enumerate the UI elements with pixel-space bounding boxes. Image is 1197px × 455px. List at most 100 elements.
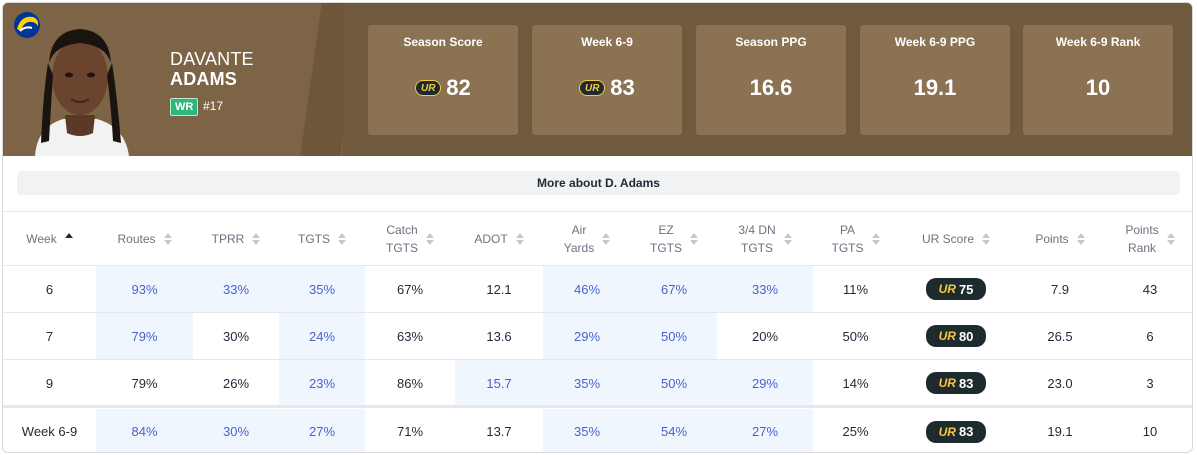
jersey-number: #17 (203, 99, 224, 113)
column-header-label: Points Rank (1125, 221, 1158, 257)
cell-tgts: 24% (279, 313, 365, 359)
cell-value: 7 (45, 328, 54, 344)
column-header-line: ADOT (474, 231, 508, 246)
column-header-air-yards[interactable]: Air Yards (543, 212, 631, 265)
cell-ur-score: UR 80 (898, 313, 1014, 359)
cell-value: 79% (131, 375, 158, 391)
column-header-ur-score[interactable]: UR Score (898, 212, 1014, 265)
stat-season-score: Season Score UR 82 (368, 25, 518, 135)
table-row: 6 93% 33% 35% 67% 12.1 46% 67% 33% 11% UR 75 7.9 43 (3, 266, 1192, 313)
cell-routes: 84% (96, 409, 193, 452)
cell-routes: 79% (96, 313, 193, 359)
column-header-adot[interactable]: ADOT (455, 212, 543, 265)
column-header-points-rank[interactable]: Points Rank (1106, 212, 1192, 265)
cell-points: 23.0 (1014, 360, 1106, 406)
cell-value: 54% (660, 424, 688, 439)
cell-ez-tgts: 54% (631, 409, 717, 452)
cell-value: 50% (660, 375, 688, 391)
ur-score-pill: UR 83 (926, 372, 986, 394)
player-headshot (35, 29, 129, 156)
ur-score-value: 80 (958, 328, 974, 344)
stat-week-6-9: Week 6-9 UR 83 (532, 25, 682, 135)
cell-week: Week 6-9 (3, 409, 96, 452)
cell-catch-tgts: 67% (365, 266, 455, 312)
column-header-3-4-dn-tgts[interactable]: 3/4 DN TGTS (717, 212, 813, 265)
stat-label: Week 6-9 (581, 35, 633, 49)
sort-icon (252, 232, 261, 245)
cell-catch-tgts: 63% (365, 313, 455, 359)
column-header-ez-tgts[interactable]: EZ TGTS (631, 212, 717, 265)
column-header-line: TGTS (298, 231, 330, 246)
more-about-button[interactable]: More about D. Adams (17, 171, 1180, 195)
cell-value: 30% (222, 424, 250, 439)
cell-value: 93% (131, 281, 158, 297)
column-header-label: PA TGTS (832, 221, 864, 257)
cell-points-rank: 6 (1106, 313, 1192, 359)
cell-pa-tgts: 25% (813, 409, 898, 452)
cell-value: 67% (660, 281, 688, 297)
cell-pa-tgts: 11% (813, 266, 898, 312)
cell-ez-tgts: 50% (631, 313, 717, 359)
column-header-tgts[interactable]: TGTS (279, 212, 365, 265)
sort-icon (163, 232, 172, 245)
cell-week: 9 (3, 360, 96, 406)
cell-value: 46% (573, 281, 601, 297)
cell-value: 29% (573, 328, 601, 344)
ur-logo-icon: UR (938, 424, 956, 439)
cell-points-rank: 43 (1106, 266, 1192, 312)
cell-points: 7.9 (1014, 266, 1106, 312)
sort-icon (783, 232, 792, 245)
column-header-tprr[interactable]: TPRR (193, 212, 279, 265)
column-header-points[interactable]: Points (1014, 212, 1106, 265)
cell-value: 50% (660, 328, 688, 344)
column-header-line: TGTS (740, 240, 773, 255)
stat-value: 10 (1023, 75, 1173, 101)
column-header-week[interactable]: Week (3, 212, 96, 265)
cell-value: 6 (1146, 328, 1154, 344)
cell-adot: 13.6 (455, 313, 543, 359)
ur-score-pill: UR 83 (926, 420, 986, 443)
cell-value: 27% (308, 424, 336, 439)
stat-value: 16.6 (696, 75, 846, 101)
sort-icon (871, 232, 880, 245)
column-header-line: EZ (658, 222, 674, 237)
ur-logo-icon: UR (938, 282, 956, 296)
column-header-line: Catch (386, 222, 418, 237)
column-header-routes[interactable]: Routes (96, 212, 193, 265)
column-header-catch-tgts[interactable]: Catch TGTS (365, 212, 455, 265)
cell-week: 6 (3, 266, 96, 312)
column-header-line: Air (571, 222, 587, 237)
cell-value: 43 (1142, 281, 1158, 297)
cell-air-yards: 29% (543, 313, 631, 359)
stat-season-ppg: Season PPG 16.6 (696, 25, 846, 135)
cell-tprr: 33% (193, 266, 279, 312)
sort-ascending-icon (64, 232, 73, 245)
cell-catch-tgts: 71% (365, 409, 455, 452)
column-header-label: UR Score (922, 230, 974, 248)
cell-value: 11% (842, 281, 869, 297)
sort-icon (338, 232, 346, 245)
column-header-line: Yards (563, 240, 595, 255)
column-header-label: Air Yards (564, 221, 594, 257)
cell-value: 79% (131, 328, 158, 344)
sort-icon (690, 232, 698, 245)
cell-value: 67% (396, 281, 424, 297)
cell-routes: 79% (96, 360, 193, 406)
cell-value: 23.0 (1047, 375, 1073, 391)
column-header-label: Week (26, 230, 56, 248)
stat-week-6-9-rank: Week 6-9 Rank 10 (1023, 25, 1173, 135)
ur-logo-icon: UR (579, 80, 606, 96)
cell-value: Week 6-9 (21, 424, 78, 439)
column-header-pa-tgts[interactable]: PA TGTS (813, 212, 898, 265)
stat-number: 82 (446, 75, 471, 100)
stat-number: 19.1 (913, 75, 957, 100)
table-total-row: Week 6-9 84% 30% 27% 71% 13.7 35% 54% 27% 25% UR 83… (3, 409, 1192, 452)
cell-value: 30% (222, 328, 250, 344)
column-header-line: TGTS (386, 240, 418, 255)
column-header-label: Points (1035, 230, 1068, 248)
player-header: DAVANTE ADAMS WR #17 Season Score UR 82 … (3, 3, 1192, 156)
cell-week: 7 (3, 313, 96, 359)
cell-3-4-dn-tgts: 20% (717, 313, 813, 359)
ur-score-pill: UR 80 (926, 325, 986, 347)
